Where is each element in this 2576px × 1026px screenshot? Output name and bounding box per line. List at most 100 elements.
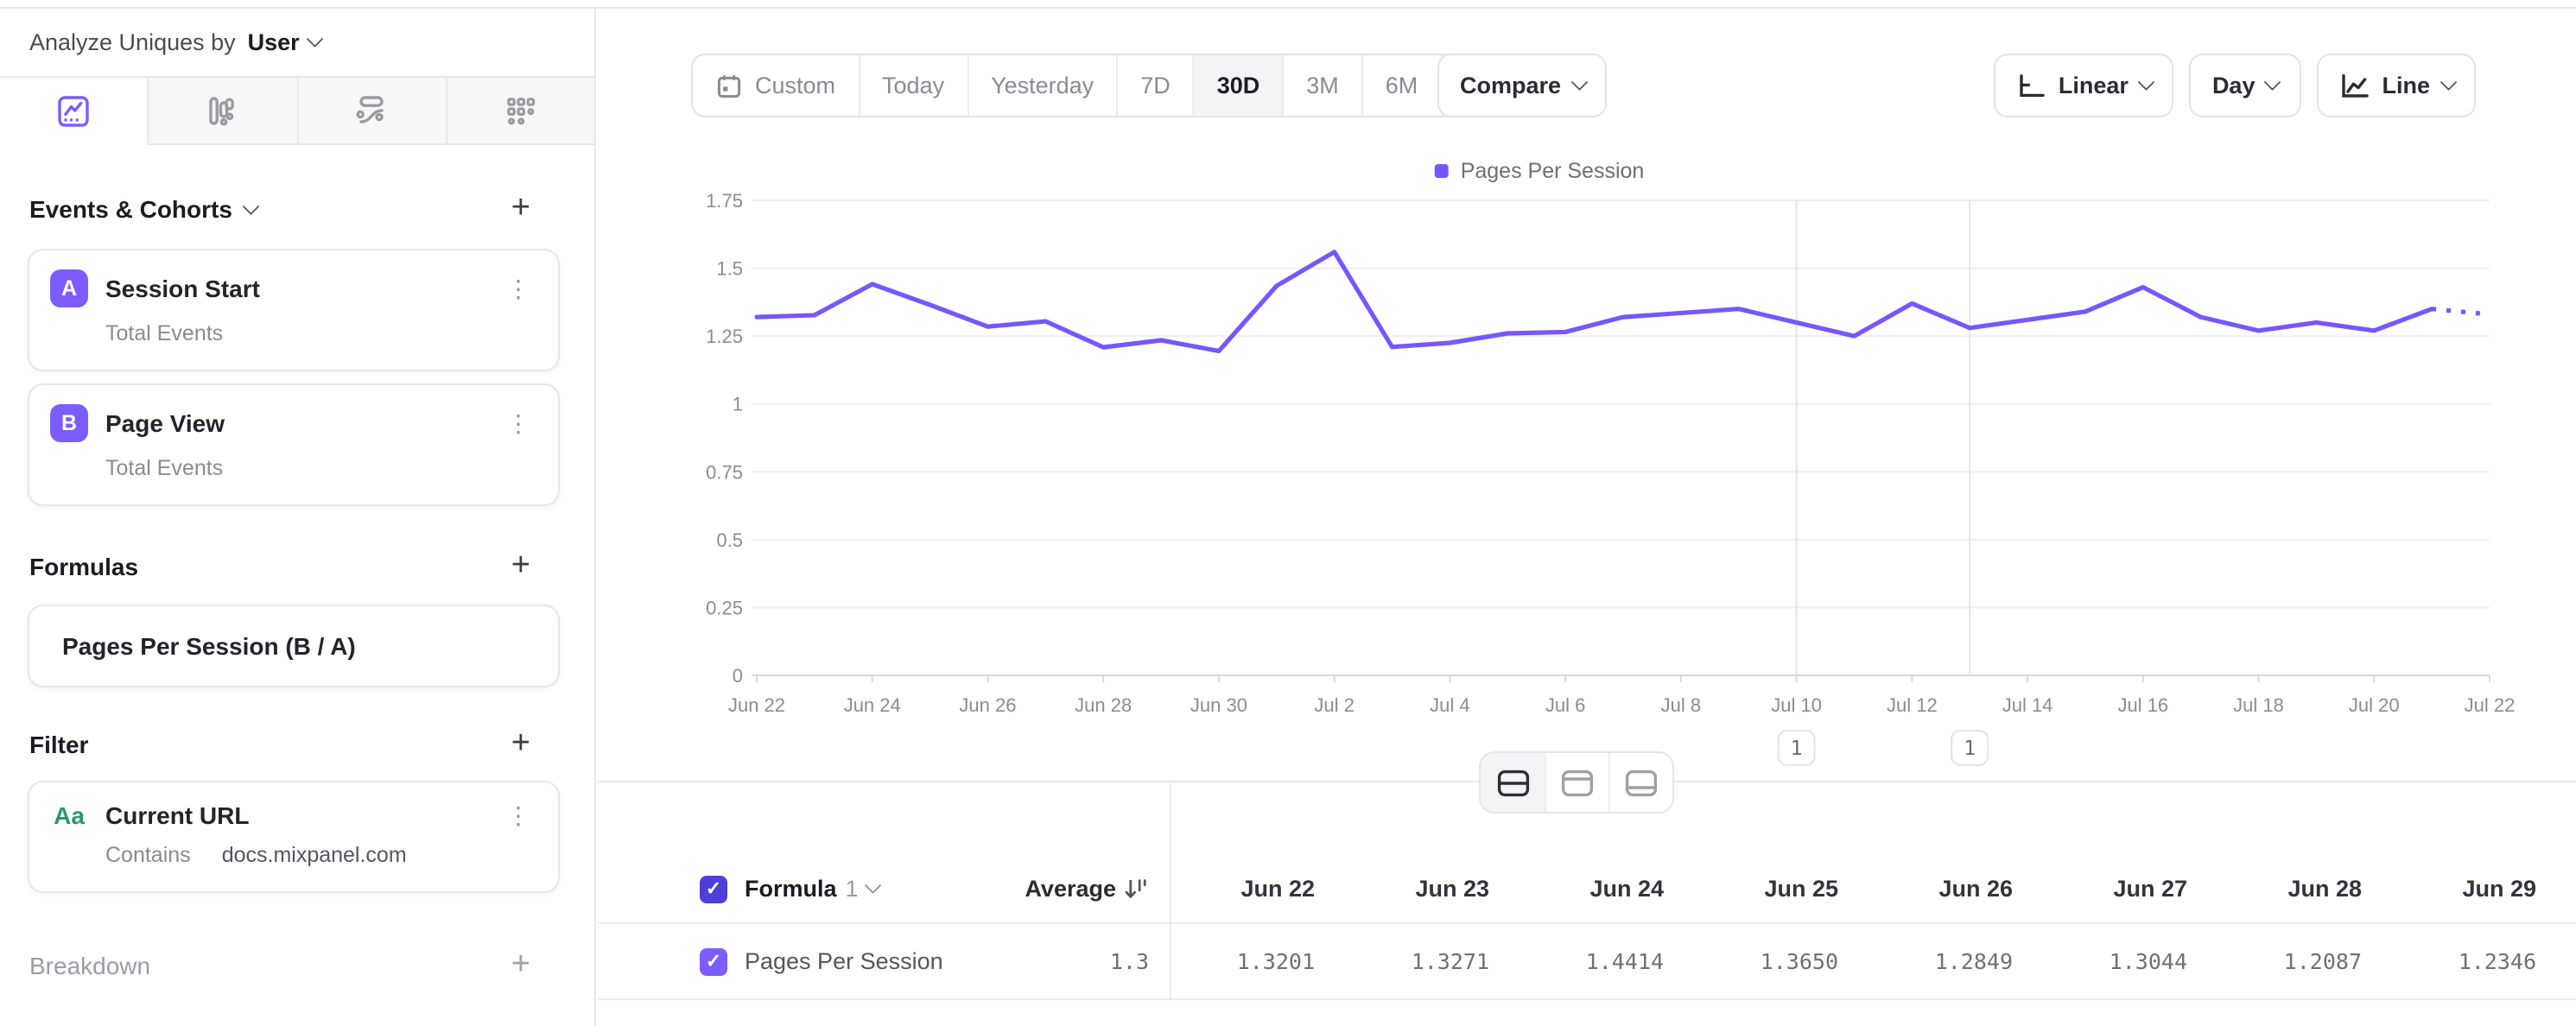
- line-chart[interactable]: 0 0.25 0.5 0.75 1 1.25 1.5 1.75 Jun 22 Jun 24 Jun …: [598, 9, 2576, 803]
- string-property-icon: Aa: [54, 801, 85, 829]
- cell-value: 1.3201: [1236, 948, 1315, 974]
- tab-funnels[interactable]: [147, 78, 296, 145]
- chevron-down-icon: [308, 30, 324, 48]
- formulas-section-header: Formulas +: [0, 548, 594, 584]
- cell-value: 1.2087: [2283, 948, 2362, 974]
- table-header-row: ✓ Formula 1 Average: [598, 782, 2576, 924]
- events-section-header: Events & Cohorts +: [0, 190, 594, 226]
- x-axis-label: Jul 20: [2349, 694, 2400, 716]
- filter-title: Current URL: [105, 801, 250, 829]
- query-builder-sidebar: Analyze Uniques by User: [0, 9, 596, 1026]
- row-checkbox[interactable]: ✓: [700, 947, 727, 975]
- date-range-3m[interactable]: 3M: [1282, 55, 1361, 116]
- events-section-title[interactable]: Events & Cohorts: [29, 195, 260, 223]
- date-range-custom[interactable]: Custom: [693, 55, 858, 116]
- cell-value: 1.3044: [2109, 948, 2187, 974]
- sort-descending-icon[interactable]: [1123, 876, 1149, 902]
- y-axis-label: 1: [733, 394, 743, 415]
- table-row[interactable]: ✓ Pages Per Session 1.3 1.3201 1.3271 1.…: [598, 924, 2576, 1000]
- chart-type-dropdown[interactable]: Line: [2316, 54, 2476, 117]
- results-table: ✓ Formula 1 Average: [598, 782, 2576, 1000]
- event-title: Session Start: [105, 275, 260, 302]
- date-column-header[interactable]: Jun 29: [2462, 876, 2536, 902]
- annotation-badge: [1951, 730, 1989, 766]
- layout-table-only-button[interactable]: [1608, 753, 1672, 812]
- select-all-checkbox[interactable]: ✓: [700, 875, 727, 902]
- tab-insights[interactable]: [0, 78, 148, 145]
- calendar-icon: [717, 74, 741, 98]
- filter-operator[interactable]: Contains: [105, 843, 191, 867]
- event-card-page-view[interactable]: B Page View ⋮ Total Events: [28, 383, 560, 506]
- x-axis-label: Jun 22: [728, 694, 785, 716]
- x-axis-label: Jul 14: [2002, 694, 2053, 716]
- y-axis-label: 0: [733, 665, 743, 687]
- report-type-tabbar: [0, 76, 594, 145]
- date-column-header[interactable]: Jun 22: [1240, 876, 1315, 902]
- date-column-header[interactable]: Jun 26: [1938, 876, 2013, 902]
- formula-dropdown[interactable]: Formula 1: [745, 876, 881, 902]
- average-column-header[interactable]: Average: [1025, 876, 1116, 902]
- annotation-badge-label: 1: [1964, 738, 1976, 760]
- x-axis-label: Jul 8: [1661, 694, 1701, 716]
- scale-dropdown[interactable]: Linear: [1994, 54, 2174, 117]
- event-card-session-start[interactable]: A Session Start ⋮ Total Events: [28, 249, 560, 371]
- series-name: Pages Per Session: [745, 948, 943, 974]
- layout-split-view-button[interactable]: [1481, 753, 1545, 812]
- bottom-panel-icon: [1625, 769, 1658, 796]
- split-view-icon: [1496, 769, 1529, 796]
- chart-legend: Pages Per Session: [1434, 159, 1645, 183]
- event-aggregation[interactable]: Total Events: [105, 456, 224, 480]
- date-range-7d[interactable]: 7D: [1116, 55, 1193, 116]
- interval-dropdown[interactable]: Day: [2189, 54, 2301, 117]
- tab-retention[interactable]: [445, 78, 594, 145]
- date-column-header[interactable]: Jun 27: [2113, 876, 2187, 902]
- event-letter-badge: B: [50, 404, 88, 442]
- date-range-yesterday[interactable]: Yesterday: [967, 55, 1116, 116]
- cell-value: 1.2346: [2458, 948, 2536, 974]
- annotation-badge: [1777, 730, 1816, 766]
- tab-flows[interactable]: [296, 78, 446, 145]
- cell-value: 1.2849: [1934, 948, 2013, 974]
- x-axis-label: Jun 30: [1190, 694, 1247, 716]
- date-range-today[interactable]: Today: [858, 55, 967, 116]
- linear-axis-icon: [2021, 73, 2046, 97]
- date-column-header[interactable]: Jun 28: [2287, 876, 2362, 902]
- add-breakdown-button[interactable]: +: [511, 947, 530, 983]
- compare-button[interactable]: Compare: [1437, 54, 1608, 117]
- bar-chart-icon: [210, 96, 235, 125]
- date-range-6m[interactable]: 6M: [1361, 55, 1441, 116]
- add-formula-button[interactable]: +: [511, 548, 530, 584]
- filter-value[interactable]: docs.mixpanel.com: [221, 843, 407, 867]
- kebab-menu-icon[interactable]: ⋮: [506, 801, 530, 829]
- top-panel-icon: [1561, 769, 1594, 796]
- layout-chart-only-button[interactable]: [1545, 753, 1608, 812]
- cell-value: 1.4414: [1585, 948, 1664, 974]
- average-value: 1.3: [1109, 948, 1149, 974]
- x-axis-label: Jul 6: [1545, 694, 1585, 716]
- x-axis-label: Jun 26: [959, 694, 1016, 716]
- formula-card[interactable]: Pages Per Session (B / A): [28, 605, 560, 687]
- insights-line-chart-icon: [58, 95, 89, 126]
- series-legend-label[interactable]: Pages Per Session: [1460, 159, 1645, 183]
- kebab-menu-icon[interactable]: ⋮: [506, 275, 530, 302]
- x-axis-label: Jul 12: [1887, 694, 1938, 716]
- date-column-header[interactable]: Jun 24: [1589, 876, 1664, 902]
- series-swatch: [1434, 164, 1449, 178]
- add-event-button[interactable]: +: [511, 190, 530, 226]
- chevron-down-icon: [244, 197, 260, 214]
- date-column-header[interactable]: Jun 25: [1764, 876, 1838, 902]
- filter-section-title: Filter: [29, 731, 89, 758]
- breakdown-section-header: Breakdown +: [0, 947, 594, 983]
- kebab-menu-icon[interactable]: ⋮: [506, 409, 530, 437]
- add-filter-button[interactable]: +: [511, 725, 530, 762]
- filter-card-current-url[interactable]: Aa Current URL ⋮ Contains docs.mixpanel.…: [28, 781, 560, 893]
- x-axis-label: Jun 24: [844, 694, 901, 716]
- column-divider: [1170, 924, 1171, 998]
- analyze-entity-dropdown[interactable]: User: [248, 29, 324, 55]
- event-aggregation[interactable]: Total Events: [105, 321, 224, 345]
- annotation-badge-label: 1: [1791, 738, 1803, 760]
- date-range-30d[interactable]: 30D: [1192, 55, 1283, 116]
- event-title: Page View: [105, 409, 225, 437]
- date-column-header[interactable]: Jun 23: [1415, 876, 1489, 902]
- formulas-section-title: Formulas: [29, 553, 139, 580]
